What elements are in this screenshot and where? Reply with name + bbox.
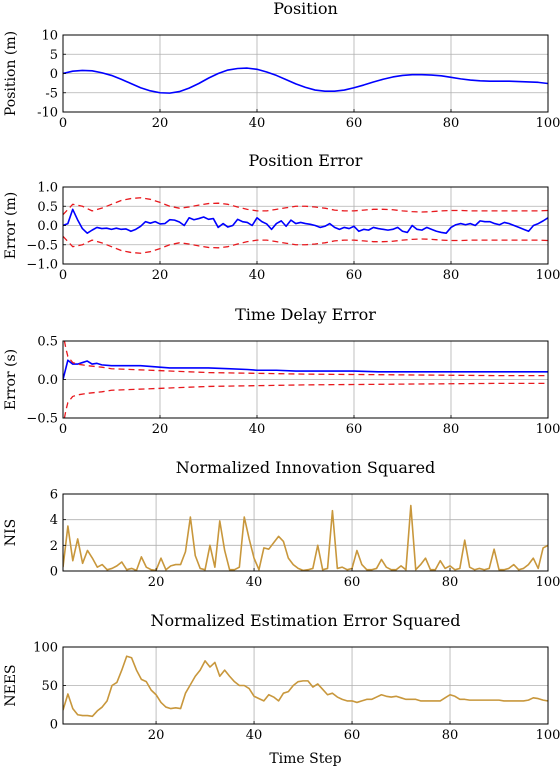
y-tick-label: 0	[50, 67, 58, 82]
y-axis-label: NIS	[3, 519, 19, 546]
x-tick-label: 100	[536, 728, 560, 743]
x-tick-label: 100	[536, 575, 560, 590]
y-tick-label: −1.0	[26, 258, 58, 273]
chart-title: Normalized Estimation Error Squared	[151, 611, 461, 630]
y-tick-label: 6	[50, 488, 58, 503]
x-tick-label: 40	[249, 422, 266, 437]
panel-2: Position Error 0 20 40 60 80 100 −1.0 −0.5 0.0 0.5…	[3, 151, 560, 283]
x-tick-label: 20	[148, 575, 165, 590]
x-tick-label: 80	[442, 728, 459, 743]
x-tick-label: 80	[443, 422, 460, 437]
y-tick-label: 2	[50, 539, 58, 554]
y-tick-label: 0.5	[37, 200, 58, 215]
y-axis-label: Error (s)	[3, 349, 19, 410]
y-tick-label: −0.5	[26, 238, 58, 253]
plot-frame	[62, 493, 549, 572]
y-tick-label: 1.0	[37, 181, 58, 196]
y-tick-label: −0.5	[26, 412, 58, 427]
y-tick-label: 50	[41, 679, 58, 694]
x-tick-label: 20	[152, 422, 169, 437]
x-tick-label: 0	[59, 422, 67, 437]
y-tick-label: -10	[37, 106, 58, 121]
y-tick-label: 0	[50, 565, 58, 580]
y-tick-label: 5	[50, 48, 58, 63]
x-tick-label: 0	[59, 268, 67, 283]
x-tick-label: 100	[536, 422, 560, 437]
x-tick-label: 20	[152, 268, 169, 283]
y-axis-label: Position (m)	[3, 31, 19, 116]
x-tick-label: 40	[246, 728, 263, 743]
x-tick-label: 0	[59, 116, 67, 131]
x-tick-label: 100	[536, 268, 560, 283]
x-tick-label: 40	[246, 575, 263, 590]
x-tick-label: 60	[344, 728, 361, 743]
y-axis-label: NEES	[3, 664, 19, 706]
y-tick-label: 100	[33, 641, 58, 656]
x-tick-label: 100	[536, 116, 560, 131]
panel-5: Normalized Estimation Error Squared 20 40 6…	[3, 611, 560, 767]
y-tick-label: 0.0	[37, 373, 58, 388]
series-line-1	[63, 359, 548, 380]
panel-3: Time Delay Error 0 20 40 60 80 100 −0.5 0.0 0.5 Er…	[3, 305, 560, 437]
y-axis-label: Error (m)	[3, 192, 19, 259]
chart-title: Position	[273, 0, 338, 18]
y-tick-label: 0	[50, 718, 58, 733]
x-tick-label: 60	[346, 116, 363, 131]
chart-title: Normalized Innovation Squared	[176, 458, 436, 477]
series-line-1	[63, 655, 548, 718]
x-tick-label: 60	[346, 422, 363, 437]
x-tick-label: 20	[148, 728, 165, 743]
y-tick-label: 0.0	[37, 219, 58, 234]
x-axis-label: Time Step	[269, 751, 341, 767]
x-tick-label: 80	[442, 575, 459, 590]
y-tick-label: -5	[45, 86, 58, 101]
y-tick-label: 4	[50, 513, 58, 528]
x-tick-label: 40	[249, 116, 266, 131]
series-line-1	[63, 504, 548, 571]
x-tick-label: 60	[346, 268, 363, 283]
x-tick-label: 80	[443, 116, 460, 131]
series-line-2	[63, 341, 548, 377]
series-line-3	[63, 235, 548, 254]
series-line-2	[63, 197, 548, 216]
x-tick-label: 80	[443, 268, 460, 283]
x-tick-label: 60	[344, 575, 361, 590]
chart-title: Time Delay Error	[235, 305, 376, 324]
y-tick-label: 0.5	[37, 335, 58, 350]
x-tick-label: 20	[152, 116, 169, 131]
series-line-1	[63, 208, 548, 234]
chart-title: Position Error	[249, 151, 363, 170]
series-line-1	[63, 67, 548, 94]
y-tick-label: 10	[41, 29, 58, 44]
series-line-3	[63, 382, 548, 418]
x-tick-label: 40	[249, 268, 266, 283]
